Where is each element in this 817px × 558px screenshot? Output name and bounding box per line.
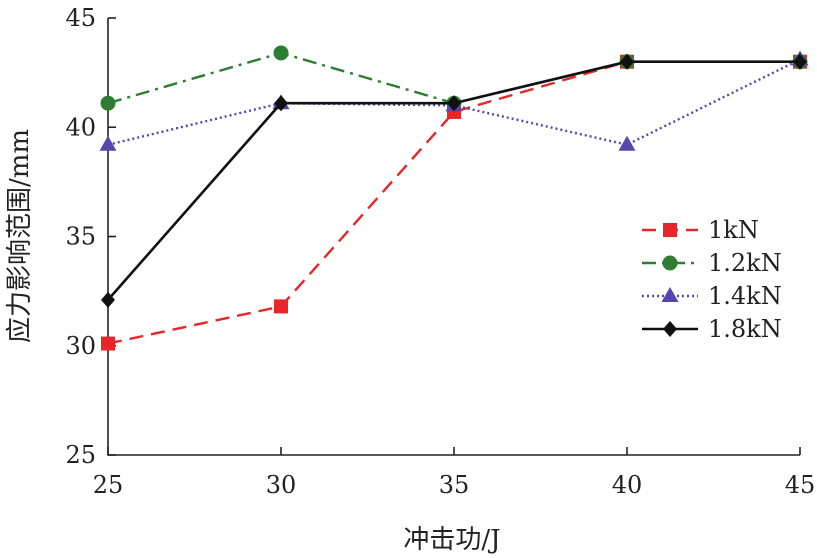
y-tick-label: 30 [65,332,96,360]
legend-marker [663,321,677,337]
data-point [793,53,807,70]
legend-label: 1kN [708,216,759,244]
series-layer [99,45,809,351]
legend-item: 1.8kN [642,315,782,343]
data-point [620,53,634,70]
y-tick-label: 40 [65,113,96,141]
data-point [99,135,117,151]
legend-marker [663,223,677,237]
y-tick-label: 45 [65,4,96,32]
data-point [100,95,116,111]
legend: 1kN 1.2kN 1.4kN 1.8kN [642,216,782,343]
y-tick-label: 25 [65,441,96,469]
series-line [107,60,800,345]
x-tick-label: 25 [93,471,124,499]
axis-frame [107,18,800,456]
y-axis-title: 应力影响范围/mm [5,129,35,343]
data-point [274,299,288,314]
legend-marker [661,287,679,302]
x-axis-title: 冲击功/J [403,525,500,555]
data-point [101,291,115,308]
legend-label: 1.4kN [708,282,782,310]
data-point [101,336,115,351]
legend-marker [662,255,678,271]
data-point [274,95,288,112]
x-axis-ticks: 25 30 35 40 45 [93,447,816,499]
x-tick-label: 30 [266,471,297,499]
x-tick-label: 40 [612,471,643,499]
legend-item: 1kN [642,216,759,244]
data-point [273,45,289,61]
y-axis-ticks: 25 30 35 40 45 [65,4,116,469]
data-point [618,135,636,151]
x-tick-label: 35 [439,471,470,499]
x-tick-label: 45 [785,471,816,499]
y-tick-label: 35 [65,223,96,251]
axes [107,18,800,456]
legend-item: 1.2kN [642,249,782,277]
series-3 [101,53,807,308]
legend-label: 1.2kN [708,249,782,277]
data-point [447,95,461,112]
legend-label: 1.8kN [708,315,782,343]
legend-item: 1.4kN [642,282,782,310]
